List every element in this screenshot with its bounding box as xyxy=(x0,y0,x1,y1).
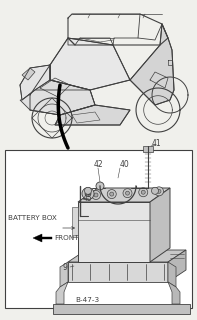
Polygon shape xyxy=(30,65,95,115)
Polygon shape xyxy=(22,68,35,80)
Circle shape xyxy=(107,189,116,199)
Circle shape xyxy=(82,188,94,200)
Circle shape xyxy=(96,182,104,190)
Polygon shape xyxy=(168,262,176,287)
Text: BATTERY BOX: BATTERY BOX xyxy=(8,215,57,221)
Text: 42: 42 xyxy=(93,159,103,169)
Circle shape xyxy=(151,187,159,194)
Polygon shape xyxy=(53,304,190,314)
Polygon shape xyxy=(60,262,68,287)
Circle shape xyxy=(141,190,145,194)
Circle shape xyxy=(110,192,114,196)
Polygon shape xyxy=(168,250,186,282)
Text: B-47-3: B-47-3 xyxy=(75,297,99,303)
Polygon shape xyxy=(20,65,50,100)
Circle shape xyxy=(94,193,98,197)
Text: 40: 40 xyxy=(120,159,130,169)
Polygon shape xyxy=(50,38,130,90)
Circle shape xyxy=(91,190,100,199)
Circle shape xyxy=(157,189,161,193)
Polygon shape xyxy=(143,146,153,152)
Polygon shape xyxy=(55,105,130,125)
Polygon shape xyxy=(33,234,52,242)
Text: 45: 45 xyxy=(83,194,93,203)
Circle shape xyxy=(123,189,132,198)
Circle shape xyxy=(154,187,164,196)
Bar xyxy=(5,150,192,308)
Text: 41: 41 xyxy=(152,139,162,148)
Circle shape xyxy=(85,187,91,194)
Polygon shape xyxy=(130,24,174,105)
Polygon shape xyxy=(150,188,170,262)
Polygon shape xyxy=(78,202,150,262)
Text: FRONT: FRONT xyxy=(54,235,79,241)
Polygon shape xyxy=(68,262,168,282)
Polygon shape xyxy=(68,250,186,262)
Circle shape xyxy=(125,191,129,195)
Polygon shape xyxy=(20,90,95,115)
Circle shape xyxy=(139,188,148,197)
Polygon shape xyxy=(56,282,68,304)
Circle shape xyxy=(85,191,91,196)
Polygon shape xyxy=(168,282,180,304)
Polygon shape xyxy=(72,207,78,237)
Polygon shape xyxy=(78,188,170,202)
Text: 9: 9 xyxy=(62,262,67,271)
